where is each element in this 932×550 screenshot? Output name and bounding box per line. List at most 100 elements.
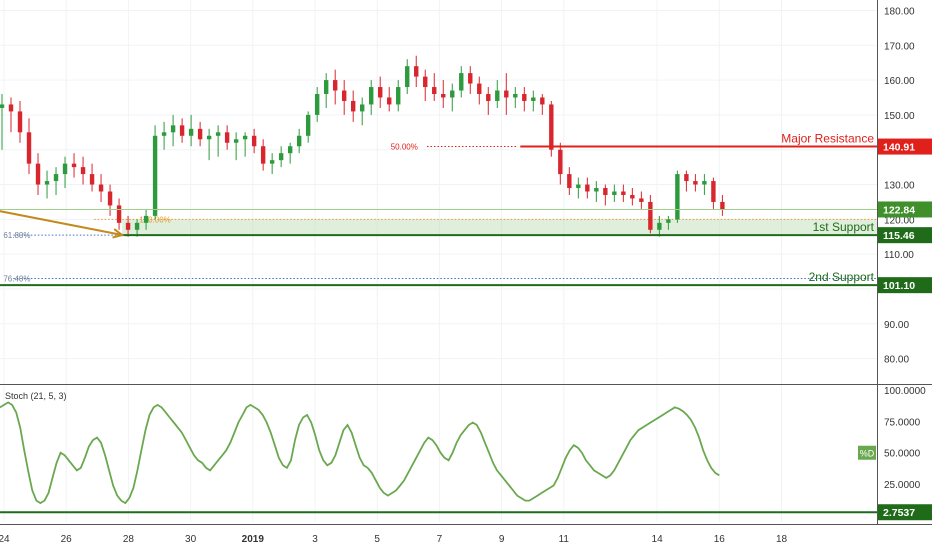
osc-legend-box <box>858 445 876 460</box>
candle-body <box>666 219 671 223</box>
x-tick-label: 11 <box>559 534 570 545</box>
osc-value-tag: 2.7537 <box>883 507 915 519</box>
x-tick-label: 16 <box>714 534 726 545</box>
candle-body <box>603 188 608 195</box>
candle-body <box>360 104 365 112</box>
y-tick-label: 90.00 <box>884 320 909 331</box>
candle-body <box>161 132 167 136</box>
osc-tick-label: 100.0000 <box>884 386 926 397</box>
price-tag: 140.91 <box>883 142 915 154</box>
candle-body <box>341 90 347 101</box>
y-tick-label: 130.00 <box>884 181 915 192</box>
candle-body <box>612 191 617 195</box>
candle-body <box>8 104 14 112</box>
candle-body <box>287 146 293 154</box>
candle-body <box>684 174 689 182</box>
y-tick-label: 120.00 <box>884 215 915 226</box>
candle-body <box>152 135 158 216</box>
candle-body <box>432 87 437 95</box>
candle-body <box>369 87 374 105</box>
candle-body <box>296 135 302 147</box>
price-tag-bg <box>878 227 932 244</box>
fib-label: 100.00% <box>139 215 171 224</box>
candle-body <box>233 139 239 143</box>
candle-body <box>378 87 383 98</box>
fib-levels: 50.00% 100.00% 61.80% 76.40% <box>3 143 877 284</box>
candle-body <box>80 167 86 175</box>
y-tick-label: 80.00 <box>884 355 909 366</box>
candle-body <box>486 94 491 101</box>
candle-body <box>332 80 338 91</box>
candle-body <box>711 181 716 202</box>
fib-label: 76.40% <box>3 275 30 284</box>
stochastic-panel: %D <box>0 401 877 514</box>
level-label: Major Resistance <box>781 132 874 146</box>
candle-body <box>170 125 176 133</box>
trend-arrow-head <box>112 228 125 239</box>
candle-body <box>44 181 50 185</box>
osc-legend-label: %D <box>860 449 875 459</box>
candle-body <box>405 66 410 88</box>
candle-body <box>17 111 23 133</box>
candle-body <box>567 174 572 189</box>
fib-label: 50.00% <box>391 143 418 152</box>
candle-body <box>621 191 626 195</box>
candle-body <box>242 135 248 140</box>
x-tick-label: 26 <box>61 534 73 545</box>
candle-body <box>522 94 527 101</box>
candle-body <box>549 104 554 150</box>
candle-body <box>468 73 473 84</box>
candle-body <box>441 94 446 98</box>
y-tick-label: 150.00 <box>884 111 915 122</box>
candle-body <box>540 97 545 105</box>
oscillator-title: Stoch (21, 5, 3) <box>5 391 67 401</box>
price-tag-bg <box>878 138 932 155</box>
candle-body <box>675 174 680 220</box>
candle-body <box>702 181 707 185</box>
level-lines: Major Resistance 1st Support 2nd Support <box>0 132 877 287</box>
y-tick-label: 170.00 <box>884 41 915 52</box>
level-label: 2nd Support <box>809 270 875 284</box>
osc-tick-label: 75.0000 <box>884 417 921 428</box>
x-tick-label: 7 <box>437 534 443 545</box>
candle-body <box>278 153 284 161</box>
y-tick-label: 160.00 <box>884 76 915 87</box>
price-tag-bg <box>878 277 932 294</box>
osc-tick-label: 25.0000 <box>884 480 921 491</box>
candle-body <box>125 222 131 230</box>
level-label: 1st Support <box>813 220 875 234</box>
candle-body <box>594 188 599 192</box>
candle-body <box>323 80 329 95</box>
candle-body <box>26 132 32 164</box>
candle-body <box>206 135 212 140</box>
support-zone-band <box>122 219 878 236</box>
candle-body <box>387 97 392 105</box>
x-tick-label: 2019 <box>242 534 265 545</box>
y-tick-label: 180.00 <box>884 6 915 17</box>
candle-body <box>116 205 122 223</box>
candle-body <box>504 90 509 98</box>
candle-body <box>423 76 428 88</box>
price-tag: 122.84 <box>883 204 915 216</box>
candle-body <box>269 160 275 164</box>
x-tick-label: 30 <box>185 534 197 545</box>
candle-body <box>693 181 698 185</box>
candle-body <box>107 191 113 206</box>
price-tag-bg <box>878 201 932 218</box>
x-tick-label: 9 <box>499 534 505 545</box>
price-tags: 140.91 122.84 115.46 101.10 2.7537 <box>878 138 932 521</box>
candle-body <box>350 100 356 112</box>
y-tick-label: 110.00 <box>884 250 914 261</box>
candle-body <box>224 132 230 143</box>
osc-value-tag-bg <box>878 504 932 521</box>
candle-body <box>630 194 635 199</box>
candle-body <box>558 149 563 175</box>
candle-body <box>576 184 581 189</box>
candle-body <box>0 104 5 108</box>
candle-body <box>639 198 644 202</box>
candles <box>0 55 725 237</box>
x-tick-label: 5 <box>374 534 380 545</box>
candle-body <box>134 222 140 230</box>
